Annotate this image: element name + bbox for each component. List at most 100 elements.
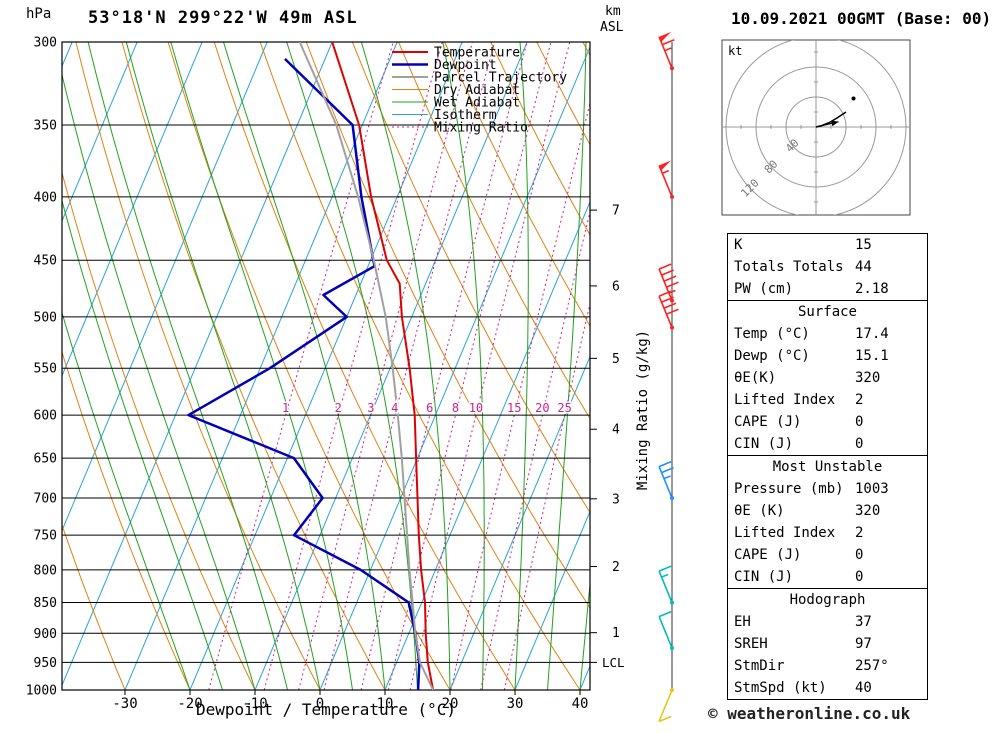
wind-barb bbox=[658, 263, 679, 303]
svg-text:0: 0 bbox=[316, 696, 324, 712]
station-title: 53°18'N 299°22'W 49m ASL bbox=[88, 8, 358, 28]
table-section-title: Hodograph bbox=[728, 588, 927, 611]
svg-text:30: 30 bbox=[507, 696, 524, 712]
table-row: Dewp (°C) 15.1 bbox=[728, 345, 927, 367]
table-row: CIN (J) 0 bbox=[728, 433, 927, 455]
svg-text:10: 10 bbox=[377, 696, 394, 712]
table-row: EH 37 bbox=[728, 611, 927, 633]
sounding-curves bbox=[187, 42, 435, 690]
svg-text:25: 25 bbox=[557, 401, 571, 415]
svg-text:8: 8 bbox=[452, 401, 459, 415]
row-label: CIN (J) bbox=[734, 436, 794, 452]
table-row: Pressure (mb) 1003 bbox=[728, 478, 927, 500]
row-value: 2 bbox=[855, 392, 864, 408]
table-row: CAPE (J) 0 bbox=[728, 544, 927, 566]
wind-barb bbox=[658, 460, 674, 501]
row-label: Lifted Index bbox=[734, 392, 836, 408]
svg-text:Wet Adiabat: Wet Adiabat bbox=[434, 96, 520, 111]
svg-text:40: 40 bbox=[572, 696, 589, 712]
svg-text:1000: 1000 bbox=[26, 684, 57, 699]
height-axis-unit-km: km bbox=[605, 4, 621, 19]
svg-text:Temperature: Temperature bbox=[434, 46, 520, 61]
mixing-ratio-axis-label: Mixing Ratio (g/kg) bbox=[635, 329, 651, 491]
table-row: SREH 97 bbox=[728, 633, 927, 655]
svg-text:LCL: LCL bbox=[602, 655, 625, 670]
svg-text:950: 950 bbox=[34, 656, 57, 671]
row-value: 0 bbox=[855, 569, 864, 585]
wind-barb bbox=[658, 688, 674, 723]
table-row: PW (cm) 2.18 bbox=[728, 278, 927, 300]
wind-barb bbox=[658, 160, 674, 199]
table-row: StmSpd (kt) 40 bbox=[728, 677, 927, 699]
svg-text:Mixing Ratio: Mixing Ratio bbox=[434, 121, 528, 136]
svg-text:Parcel Trajectory: Parcel Trajectory bbox=[434, 71, 567, 86]
wind-barbs bbox=[658, 31, 679, 723]
table-row: Totals Totals 44 bbox=[728, 256, 927, 278]
svg-text:10: 10 bbox=[469, 401, 483, 415]
row-label: Dewp (°C) bbox=[734, 348, 810, 364]
svg-text:500: 500 bbox=[34, 310, 57, 325]
table-row: CAPE (J) 0 bbox=[728, 411, 927, 433]
svg-text:800: 800 bbox=[34, 563, 57, 578]
copyright-link[interactable]: © weatheronline.co.uk bbox=[708, 704, 911, 723]
table-row: K 15 bbox=[728, 234, 927, 256]
table-section-title: Surface bbox=[728, 300, 927, 323]
svg-text:Isotherm: Isotherm bbox=[434, 108, 497, 123]
svg-text:4: 4 bbox=[391, 401, 398, 415]
svg-text:2: 2 bbox=[335, 401, 342, 415]
hodograph-unit-label: kt bbox=[728, 44, 743, 58]
row-label: CIN (J) bbox=[734, 569, 794, 585]
svg-text:20: 20 bbox=[535, 401, 549, 415]
row-value: 257° bbox=[855, 658, 889, 674]
table-row: Temp (°C) 17.4 bbox=[728, 323, 927, 345]
row-label: CAPE (J) bbox=[734, 547, 802, 563]
svg-text:300: 300 bbox=[34, 36, 57, 51]
row-value: 17.4 bbox=[855, 326, 889, 342]
row-value: 15.1 bbox=[855, 348, 889, 364]
series-dewpoint bbox=[187, 58, 421, 690]
pressure-gridlines bbox=[61, 41, 591, 691]
row-value: 2.18 bbox=[855, 281, 889, 297]
row-label: θE (K) bbox=[734, 503, 785, 519]
wind-barb bbox=[658, 290, 679, 330]
table-row: Lifted Index 2 bbox=[728, 522, 927, 544]
row-value: 15 bbox=[855, 237, 872, 253]
row-label: K bbox=[734, 237, 743, 253]
svg-text:15: 15 bbox=[507, 401, 521, 415]
svg-text:1: 1 bbox=[612, 626, 620, 641]
table-row: θE (K) 320 bbox=[728, 500, 927, 522]
wind-barb bbox=[658, 610, 674, 651]
svg-text:-10: -10 bbox=[242, 696, 267, 712]
svg-text:550: 550 bbox=[34, 362, 57, 377]
row-label: Temp (°C) bbox=[734, 326, 810, 342]
svg-text:5: 5 bbox=[612, 352, 620, 367]
svg-text:7: 7 bbox=[612, 204, 620, 219]
svg-text:600: 600 bbox=[34, 409, 57, 424]
svg-text:-30: -30 bbox=[112, 696, 137, 712]
svg-text:1: 1 bbox=[282, 401, 289, 415]
row-value: 44 bbox=[855, 259, 872, 275]
datetime-label: 10.09.2021 00GMT (Base: 00) bbox=[731, 9, 992, 28]
row-label: SREH bbox=[734, 636, 768, 652]
svg-text:2: 2 bbox=[612, 560, 620, 575]
table-row: Lifted Index 2 bbox=[728, 389, 927, 411]
row-value: 40 bbox=[855, 680, 872, 696]
svg-text:4: 4 bbox=[612, 423, 620, 438]
row-value: 320 bbox=[855, 503, 881, 519]
row-label: Totals Totals bbox=[734, 259, 844, 275]
wind-barb bbox=[658, 31, 675, 71]
series-parcel-trajectory bbox=[298, 42, 435, 690]
svg-text:3: 3 bbox=[612, 492, 620, 507]
row-value: 320 bbox=[855, 370, 881, 386]
height-axis-unit-asl: ASL bbox=[600, 20, 624, 35]
svg-text:400: 400 bbox=[34, 190, 57, 205]
row-value: 0 bbox=[855, 414, 864, 430]
svg-text:750: 750 bbox=[34, 529, 57, 544]
series-temperature bbox=[331, 42, 435, 690]
svg-text:20: 20 bbox=[442, 696, 459, 712]
row-value: 37 bbox=[855, 614, 872, 630]
svg-text:-20: -20 bbox=[177, 696, 202, 712]
row-value: 0 bbox=[855, 547, 864, 563]
